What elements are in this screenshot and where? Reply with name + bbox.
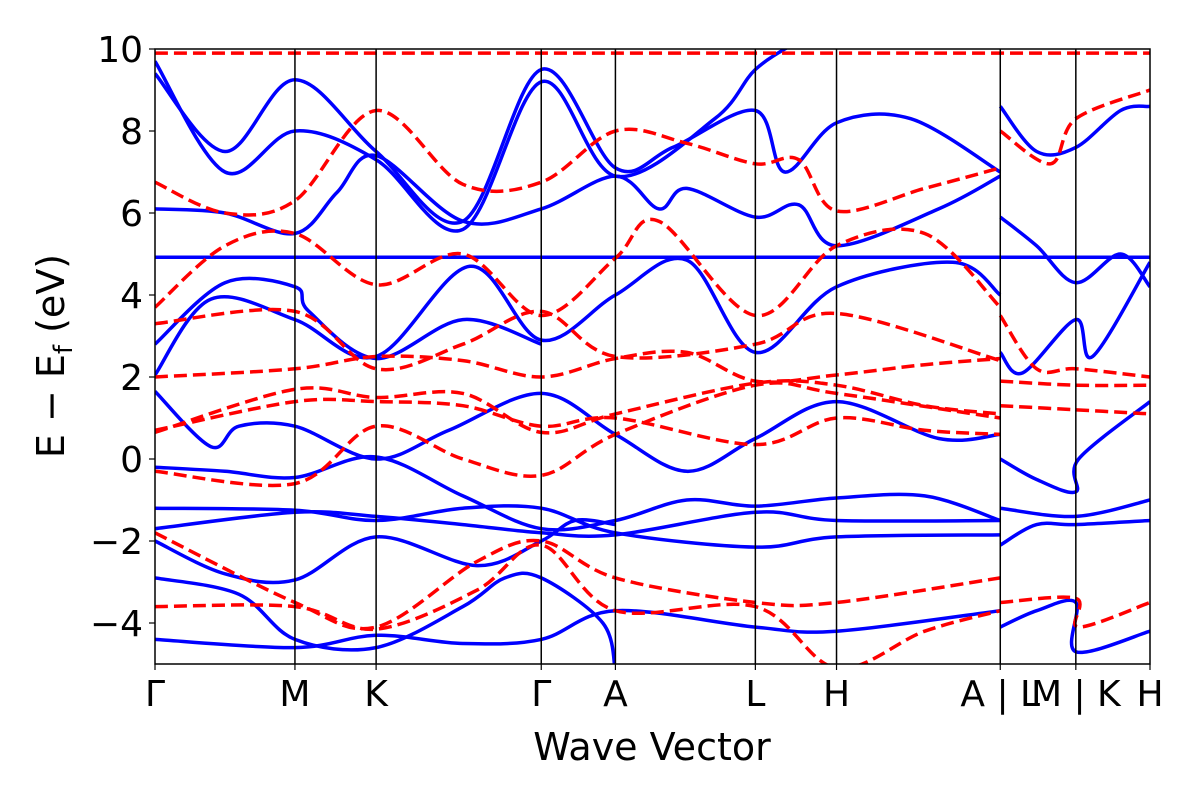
y-tick-label: 8 (120, 112, 143, 153)
y-tick-label: 2 (120, 358, 143, 399)
x-tick-label: Γ (145, 674, 165, 715)
band-dashed-23 (155, 349, 1001, 384)
band-solid-4 (998, 261, 1150, 376)
band-solid-9 (155, 509, 1001, 538)
y-axis-label: E − Ef (eV) (29, 254, 79, 458)
x-tick-label: L (745, 674, 765, 715)
y-tick-label: −4 (90, 604, 143, 645)
band-solid-16 (155, 67, 1002, 225)
y-tick-label: 6 (120, 194, 143, 235)
x-tick-label: A | L (960, 674, 1040, 715)
x-ticks: Γ M K Γ A L H A | LM | K H (145, 664, 1164, 715)
band-solid-5 (155, 390, 1001, 474)
band-solid-12 (999, 518, 1150, 547)
band-solid-1 (155, 153, 1002, 248)
band-solid-14 (155, 571, 617, 664)
band-dashed-34 (999, 88, 1150, 166)
band-dashed-32 (1000, 403, 1150, 416)
band-solid-13 (155, 608, 1001, 650)
x-tick-label: M (279, 674, 310, 715)
band-dashed-24 (155, 378, 1001, 435)
band-dashed-26 (155, 381, 1001, 488)
y-ticks: −4 −2 0 2 4 6 8 10 (90, 30, 155, 645)
band-solid-18 (155, 276, 542, 361)
y-tick-label: 4 (120, 276, 143, 317)
plot-frame (154, 48, 1151, 665)
high-symmetry-lines (294, 49, 1077, 664)
band-dashed-29 (155, 543, 1001, 664)
x-tick-label: H (1136, 674, 1163, 715)
band-dashed-31 (1000, 379, 1150, 388)
band-dashed-25 (155, 397, 1001, 447)
bands-layer (155, 49, 1150, 664)
x-tick-label: M | K (1031, 674, 1122, 715)
band-solid-10 (155, 518, 616, 585)
y-tick-label: 0 (120, 440, 143, 481)
band-dashed-21 (155, 108, 1001, 217)
y-tick-label: −2 (90, 522, 143, 563)
band-dashed-22 (155, 217, 1002, 318)
x-tick-label: H (823, 674, 850, 715)
x-axis-label: Wave Vector (533, 725, 771, 769)
y-tick-label: 10 (97, 30, 143, 71)
x-tick-label: Γ (531, 674, 551, 715)
band-solid-3 (155, 256, 1002, 376)
band-dashed-27 (155, 307, 1001, 372)
x-tick-label: K (364, 674, 389, 715)
band-dashed-30 (998, 314, 1150, 379)
x-tick-label: A (603, 674, 628, 715)
band-solid-17 (155, 49, 789, 233)
